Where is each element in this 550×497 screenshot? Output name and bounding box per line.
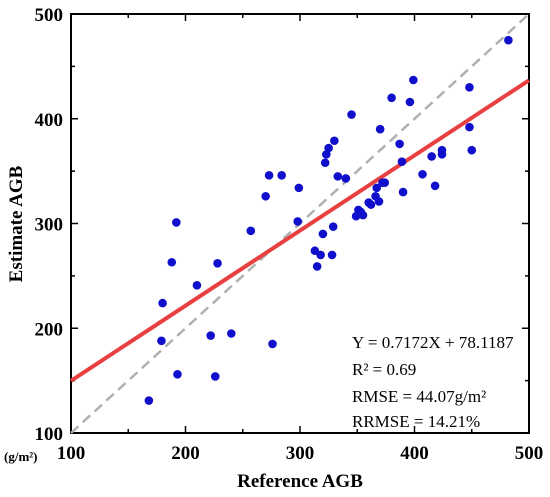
- data-point: [316, 250, 325, 260]
- y-tick-label: 500: [35, 5, 64, 26]
- y-tick-label: 100: [35, 424, 64, 445]
- x-tick-labels: 100 200 300 400 500: [57, 443, 544, 464]
- data-point: [173, 370, 182, 379]
- data-point: [397, 157, 407, 166]
- data-point: [312, 262, 322, 271]
- data-point: [467, 145, 477, 155]
- data-point: [504, 35, 513, 45]
- data-point: [277, 171, 286, 180]
- data-point: [324, 143, 333, 153]
- data-point: [375, 124, 385, 134]
- y-tick-labels: 100 200 300 400 500: [35, 5, 64, 445]
- data-point: [227, 329, 236, 338]
- data-point: [210, 372, 220, 381]
- unit-label: (g/m²): [4, 449, 38, 464]
- data-point: [372, 183, 382, 193]
- data-point: [395, 139, 404, 149]
- data-point: [157, 336, 166, 346]
- x-axis-title: Reference AGB: [237, 471, 363, 492]
- data-point: [320, 158, 330, 168]
- data-point: [358, 210, 368, 220]
- data-point: [430, 181, 440, 191]
- y-tick-label: 200: [35, 319, 64, 340]
- y-tick-label: 400: [35, 110, 64, 131]
- x-tick-label: 300: [286, 443, 315, 464]
- data-point: [374, 197, 384, 206]
- data-point: [409, 75, 418, 85]
- data-point: [144, 396, 154, 405]
- annotation-line: RRMSE = 14.21%: [352, 412, 480, 431]
- data-point: [172, 218, 181, 227]
- data-point: [347, 110, 356, 119]
- x-tick-label: 400: [400, 443, 429, 464]
- data-point: [264, 171, 274, 180]
- annotation-line: Y = 0.7172X + 78.1187: [352, 333, 514, 352]
- data-point: [427, 152, 436, 161]
- data-point: [366, 200, 376, 209]
- y-tick-label: 300: [35, 215, 64, 236]
- data-point: [341, 174, 351, 183]
- data-point: [293, 217, 303, 226]
- data-point: [213, 259, 222, 268]
- x-tick-label: 100: [57, 443, 86, 464]
- data-point: [328, 222, 338, 231]
- data-point: [246, 226, 256, 236]
- x-tick-label: 200: [171, 443, 200, 464]
- fit-line: [69, 78, 531, 383]
- annotation-line: R² = 0.69: [352, 360, 416, 379]
- data-point: [380, 178, 390, 187]
- data-point: [418, 169, 427, 179]
- data-point: [405, 97, 415, 107]
- data-point: [206, 331, 215, 340]
- data-point: [167, 257, 177, 267]
- tick-marks: [70, 13, 530, 434]
- data-point: [294, 183, 304, 193]
- data-point: [465, 83, 474, 92]
- data-points: [144, 35, 513, 405]
- data-point: [387, 93, 396, 103]
- x-tick-label: 500: [515, 443, 544, 464]
- annotation-line: RMSE = 44.07g/m²: [352, 387, 486, 406]
- annotations: Y = 0.7172X + 78.1187 R² = 0.69 RMSE = 44.…: [352, 333, 514, 431]
- data-point: [158, 298, 167, 308]
- data-point: [192, 281, 202, 290]
- data-point: [327, 250, 337, 260]
- data-point: [268, 339, 277, 349]
- data-point: [465, 122, 474, 132]
- data-point: [261, 191, 270, 201]
- data-point: [437, 150, 447, 159]
- data-point: [398, 187, 408, 197]
- data-point: [318, 229, 328, 239]
- data-point: [333, 172, 343, 181]
- y-axis-title: Estimate AGB: [6, 165, 27, 282]
- data-point: [330, 136, 339, 146]
